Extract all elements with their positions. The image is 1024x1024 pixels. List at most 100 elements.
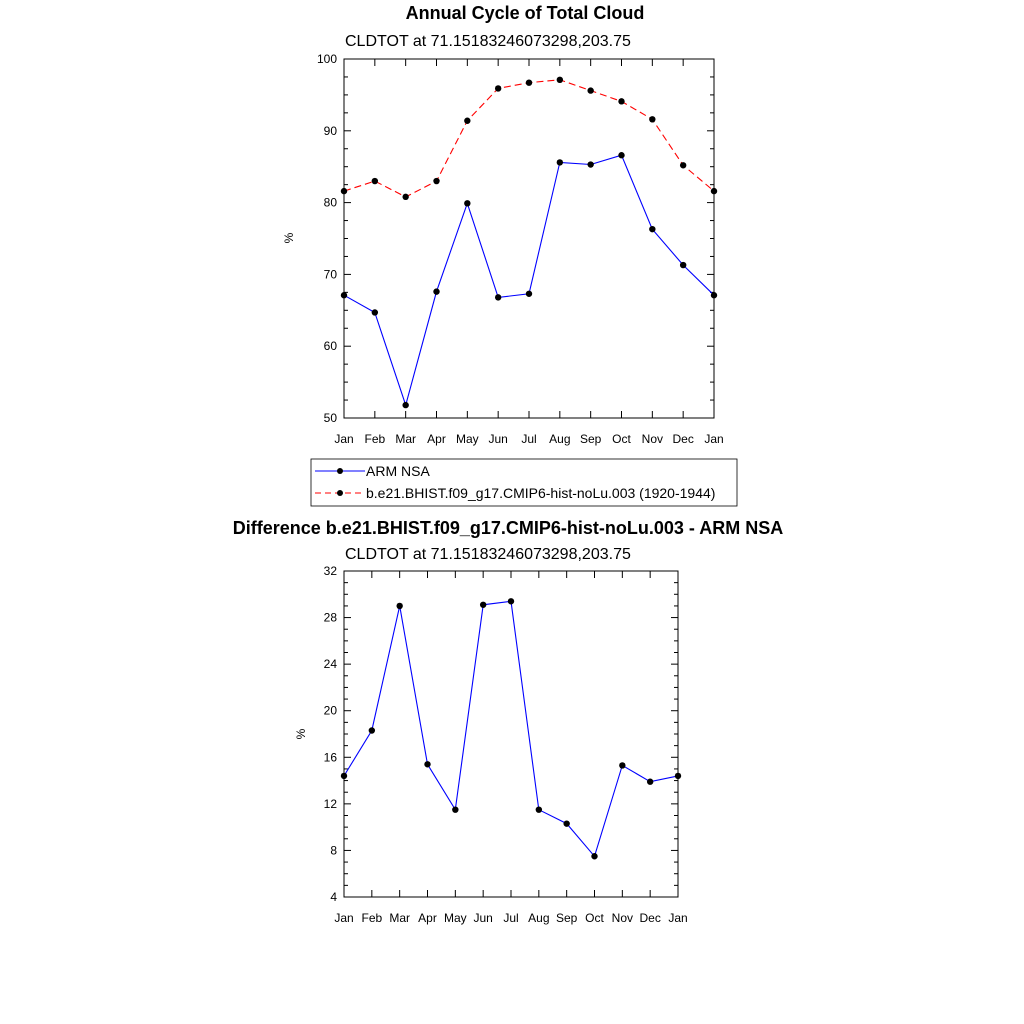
y-tick-label: 80 xyxy=(324,196,338,210)
x-tick-label: Nov xyxy=(612,911,633,925)
data-point xyxy=(679,162,687,169)
data-point xyxy=(433,177,440,185)
series-line-0 xyxy=(343,154,715,408)
x-tick-label: Mar xyxy=(395,432,416,446)
x-tick-label: Aug xyxy=(549,432,570,446)
data-point xyxy=(494,294,502,301)
data-point xyxy=(507,598,515,605)
chart-subtitle: CLDTOT at 71.15183246073298,203.75 xyxy=(345,33,631,50)
y-axis-label: % xyxy=(294,728,308,739)
legend-marker-arm-nsa xyxy=(337,468,343,474)
plot-frame xyxy=(343,58,715,419)
data-point xyxy=(396,602,403,610)
y-tick-label: 100 xyxy=(317,52,337,66)
data-point xyxy=(710,292,718,299)
x-tick-label: Jan xyxy=(668,911,687,925)
data-point xyxy=(452,806,459,813)
data-point xyxy=(494,85,502,92)
series-line-1 xyxy=(343,79,715,198)
tick-labels: 50 60 70 80 90 100 Jan Feb Mar Apr May Jun Jul Aug Sep… xyxy=(317,52,724,446)
data-point xyxy=(618,152,625,159)
data-point xyxy=(340,187,348,195)
x-tick-label: Mar xyxy=(389,911,410,925)
x-tick-label: Apr xyxy=(427,432,446,446)
data-point xyxy=(402,193,409,201)
data-point xyxy=(433,288,440,295)
x-tick-label: May xyxy=(444,911,467,925)
legend: ARM NSA b.e21.BHIST.f09_g17.CMIP6-hist-n… xyxy=(310,458,738,507)
series-line-0 xyxy=(343,600,679,858)
tick-labels: 4 8 12 16 20 24 28 32 Jan Feb Mar Apr May Jun Jul Aug Se… xyxy=(324,564,688,925)
data-point xyxy=(368,727,376,734)
x-tick-label: Oct xyxy=(585,911,604,925)
y-tick-label: 24 xyxy=(324,657,338,671)
x-tick-label: Apr xyxy=(418,911,437,925)
chart-title: Difference b.e21.BHIST.f09_g17.CMIP6-his… xyxy=(233,518,783,538)
data-point xyxy=(587,87,594,94)
y-tick-label: 90 xyxy=(324,124,338,138)
chart-title: Annual Cycle of Total Cloud xyxy=(406,3,645,23)
data-point xyxy=(340,292,348,299)
data-point xyxy=(710,187,718,195)
x-tick-label: Feb xyxy=(364,432,385,446)
data-point xyxy=(464,200,471,207)
data-point xyxy=(556,76,564,84)
legend-label-model: b.e21.BHIST.f09_g17.CMIP6-hist-noLu.003 … xyxy=(366,485,715,501)
y-tick-label: 28 xyxy=(324,611,338,625)
x-tick-label: Jul xyxy=(521,432,536,446)
legend-box xyxy=(310,458,738,507)
data-point xyxy=(619,762,626,769)
x-tick-label: Jan xyxy=(704,432,723,446)
data-point xyxy=(402,401,409,409)
axis-ticks xyxy=(343,58,715,419)
x-tick-label: May xyxy=(456,432,479,446)
x-tick-label: Sep xyxy=(580,432,602,446)
data-point xyxy=(424,761,431,768)
data-point xyxy=(371,309,379,316)
data-point xyxy=(556,159,564,166)
legend-marker-model xyxy=(337,490,343,496)
y-tick-label: 60 xyxy=(324,339,338,353)
data-point xyxy=(563,820,570,827)
data-point xyxy=(340,772,348,780)
chart-subtitle: CLDTOT at 71.15183246073298,203.75 xyxy=(345,546,631,563)
data-point xyxy=(525,79,533,86)
data-point xyxy=(525,290,533,297)
y-tick-label: 50 xyxy=(324,411,338,425)
x-tick-label: Jan xyxy=(334,432,353,446)
y-tick-label: 20 xyxy=(324,704,338,718)
x-tick-label: Nov xyxy=(642,432,663,446)
series-group xyxy=(340,598,682,860)
x-tick-label: Jul xyxy=(503,911,518,925)
series-group xyxy=(340,76,718,409)
axis-ticks xyxy=(343,570,679,898)
x-tick-label: Aug xyxy=(528,911,549,925)
x-tick-label: Jan xyxy=(334,911,353,925)
data-point xyxy=(535,806,543,813)
y-tick-label: 70 xyxy=(324,267,338,281)
y-axis-label: % xyxy=(282,232,296,243)
y-tick-label: 8 xyxy=(330,843,337,857)
x-tick-label: Feb xyxy=(361,911,382,925)
y-tick-label: 32 xyxy=(324,564,338,578)
y-tick-label: 4 xyxy=(330,890,337,904)
annual-cycle-chart: Annual Cycle of Total Cloud CLDTOT at 71… xyxy=(282,3,724,446)
x-tick-label: Dec xyxy=(672,432,693,446)
x-tick-label: Oct xyxy=(612,432,631,446)
data-point xyxy=(464,117,471,124)
difference-chart: Difference b.e21.BHIST.f09_g17.CMIP6-his… xyxy=(233,518,783,925)
x-tick-label: Jun xyxy=(488,432,507,446)
y-tick-label: 16 xyxy=(324,750,338,764)
data-point xyxy=(587,161,594,168)
data-point xyxy=(591,853,598,860)
data-point xyxy=(679,261,687,269)
plot-frame xyxy=(343,570,679,898)
data-point xyxy=(371,177,379,185)
data-point xyxy=(674,772,682,780)
data-point xyxy=(649,116,656,123)
legend-label-arm-nsa: ARM NSA xyxy=(366,463,430,479)
data-point xyxy=(479,601,487,608)
x-tick-label: Sep xyxy=(556,911,578,925)
